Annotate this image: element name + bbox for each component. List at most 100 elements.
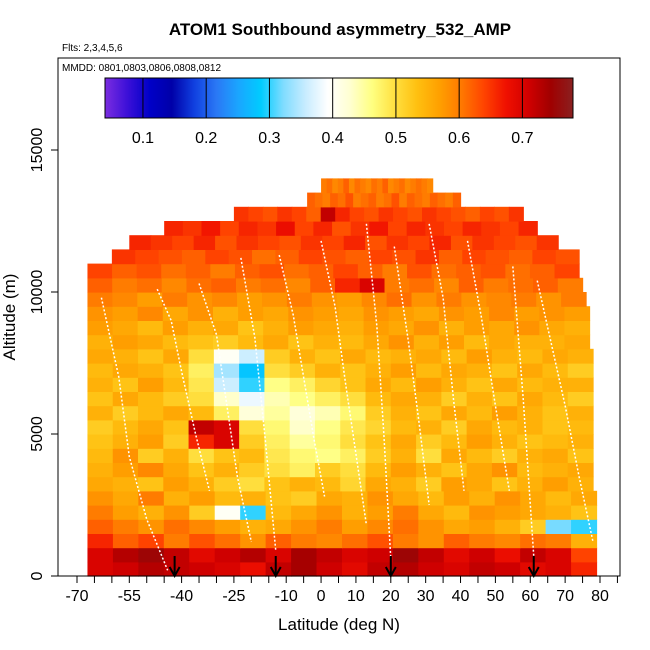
heatmap-cell xyxy=(571,561,598,577)
heatmap-cell xyxy=(425,221,445,236)
colorbar-ticks: 0.1 0.2 0.3 0.4 0.5 0.6 0.7 xyxy=(132,78,534,147)
heatmap-cell xyxy=(464,320,490,336)
heatmap-cell xyxy=(345,192,354,208)
heatmap-cell xyxy=(416,405,442,421)
heatmap-cell xyxy=(441,348,468,364)
heatmap-cell xyxy=(182,221,203,236)
heatmap-cell xyxy=(308,263,334,279)
heatmap-cell xyxy=(263,334,289,350)
heatmap-cell xyxy=(341,490,369,506)
heatmap-cell xyxy=(438,320,465,336)
heatmap-cell xyxy=(172,235,195,250)
heatmap-cell xyxy=(112,363,139,378)
heatmap-cell xyxy=(390,448,417,463)
heatmap-cell xyxy=(341,519,369,534)
heatmap-cell xyxy=(491,348,518,364)
heatmap-cell xyxy=(112,462,139,478)
profile-trace xyxy=(393,246,430,506)
heatmap-cell xyxy=(201,221,221,236)
heatmap-cell xyxy=(542,419,569,435)
profile-traces xyxy=(100,223,594,571)
heatmap-cell xyxy=(189,490,216,506)
heatmap-cell xyxy=(392,505,419,520)
heatmap-cell xyxy=(564,334,591,350)
colorbar-tick-label: 0.6 xyxy=(448,130,470,147)
heatmap-cell xyxy=(87,448,114,463)
heatmap-cell xyxy=(441,391,468,407)
heatmap-cell xyxy=(213,434,240,449)
heatmap-cell xyxy=(189,505,216,520)
flight-arrow xyxy=(527,556,540,579)
heatmap-cell xyxy=(314,192,324,208)
heatmap-cell xyxy=(411,292,438,307)
heatmap-cell xyxy=(87,505,114,520)
heatmap-cell xyxy=(240,490,267,506)
heatmap-cell xyxy=(161,277,188,293)
heatmap-cell xyxy=(87,263,113,279)
heatmap-cell xyxy=(212,292,238,307)
heatmap-cell xyxy=(462,221,482,236)
heatmap-cell xyxy=(392,249,417,265)
heatmap-cell xyxy=(364,206,380,222)
heatmap-cell xyxy=(529,263,556,279)
heatmap-cell xyxy=(288,334,314,350)
heatmap-cell xyxy=(313,320,340,336)
heatmap-cell xyxy=(367,533,394,549)
heatmap-cell xyxy=(367,561,394,577)
heatmap-cell xyxy=(239,348,266,364)
heatmap-cell xyxy=(87,547,114,563)
heatmap-cell xyxy=(414,192,423,208)
heatmap-cell xyxy=(441,405,468,421)
heatmap-cell xyxy=(392,533,419,549)
heatmap-cell xyxy=(213,363,240,378)
heatmap-cell xyxy=(136,263,162,279)
heatmap-cell xyxy=(517,377,544,392)
heatmap-cell xyxy=(235,277,262,293)
heatmap-cell xyxy=(212,306,239,321)
heatmap-cell xyxy=(466,448,493,463)
heatmap-cell xyxy=(212,334,239,350)
heatmap-cell xyxy=(376,178,384,194)
heatmap-cell xyxy=(187,334,214,350)
heatmap-cell xyxy=(265,505,292,520)
heatmap-cell xyxy=(360,192,370,208)
heatmap-cell xyxy=(162,320,189,336)
heatmap-cell xyxy=(289,391,316,407)
heatmap-cell xyxy=(87,292,113,307)
heatmap-cell xyxy=(138,348,164,364)
heatmap-cell xyxy=(138,476,164,492)
x-tick-label: -70 xyxy=(65,588,88,605)
heatmap-cell xyxy=(338,320,365,336)
heatmap-cell xyxy=(441,448,468,463)
heatmap-cell xyxy=(517,348,544,364)
heatmap-cell xyxy=(337,192,347,208)
heatmap-cell xyxy=(336,292,363,307)
heatmap-cell xyxy=(286,292,313,307)
x-axis-label: Latitude (deg N) xyxy=(278,615,400,634)
heatmap-cell xyxy=(150,235,173,250)
heatmap-cell xyxy=(413,334,440,350)
heatmap-cell xyxy=(163,377,190,392)
heatmap-cell xyxy=(306,206,322,222)
heatmap-cell xyxy=(365,462,392,478)
heatmap-cell xyxy=(288,320,314,336)
heatmap-cell xyxy=(345,249,370,265)
heatmap-cell xyxy=(289,348,316,364)
heatmap-cell xyxy=(542,462,569,478)
heatmap-cell xyxy=(263,320,289,336)
heatmap-cell xyxy=(163,434,190,449)
heatmap-cell xyxy=(393,206,409,222)
heatmap-cell xyxy=(213,419,240,435)
heatmap-cell xyxy=(567,476,594,492)
heatmap-cell xyxy=(469,533,496,549)
heatmap-cell xyxy=(181,249,206,265)
heatmap-cell xyxy=(333,263,359,279)
heatmap-cell xyxy=(163,505,190,520)
heatmap-cell xyxy=(564,320,591,336)
heatmap-cell xyxy=(237,292,263,307)
heatmap-cell xyxy=(138,561,165,577)
heatmap-cell xyxy=(265,547,292,563)
heatmap-cell xyxy=(466,405,493,421)
heatmap-cell xyxy=(489,306,515,321)
heatmap-cell xyxy=(367,505,394,520)
